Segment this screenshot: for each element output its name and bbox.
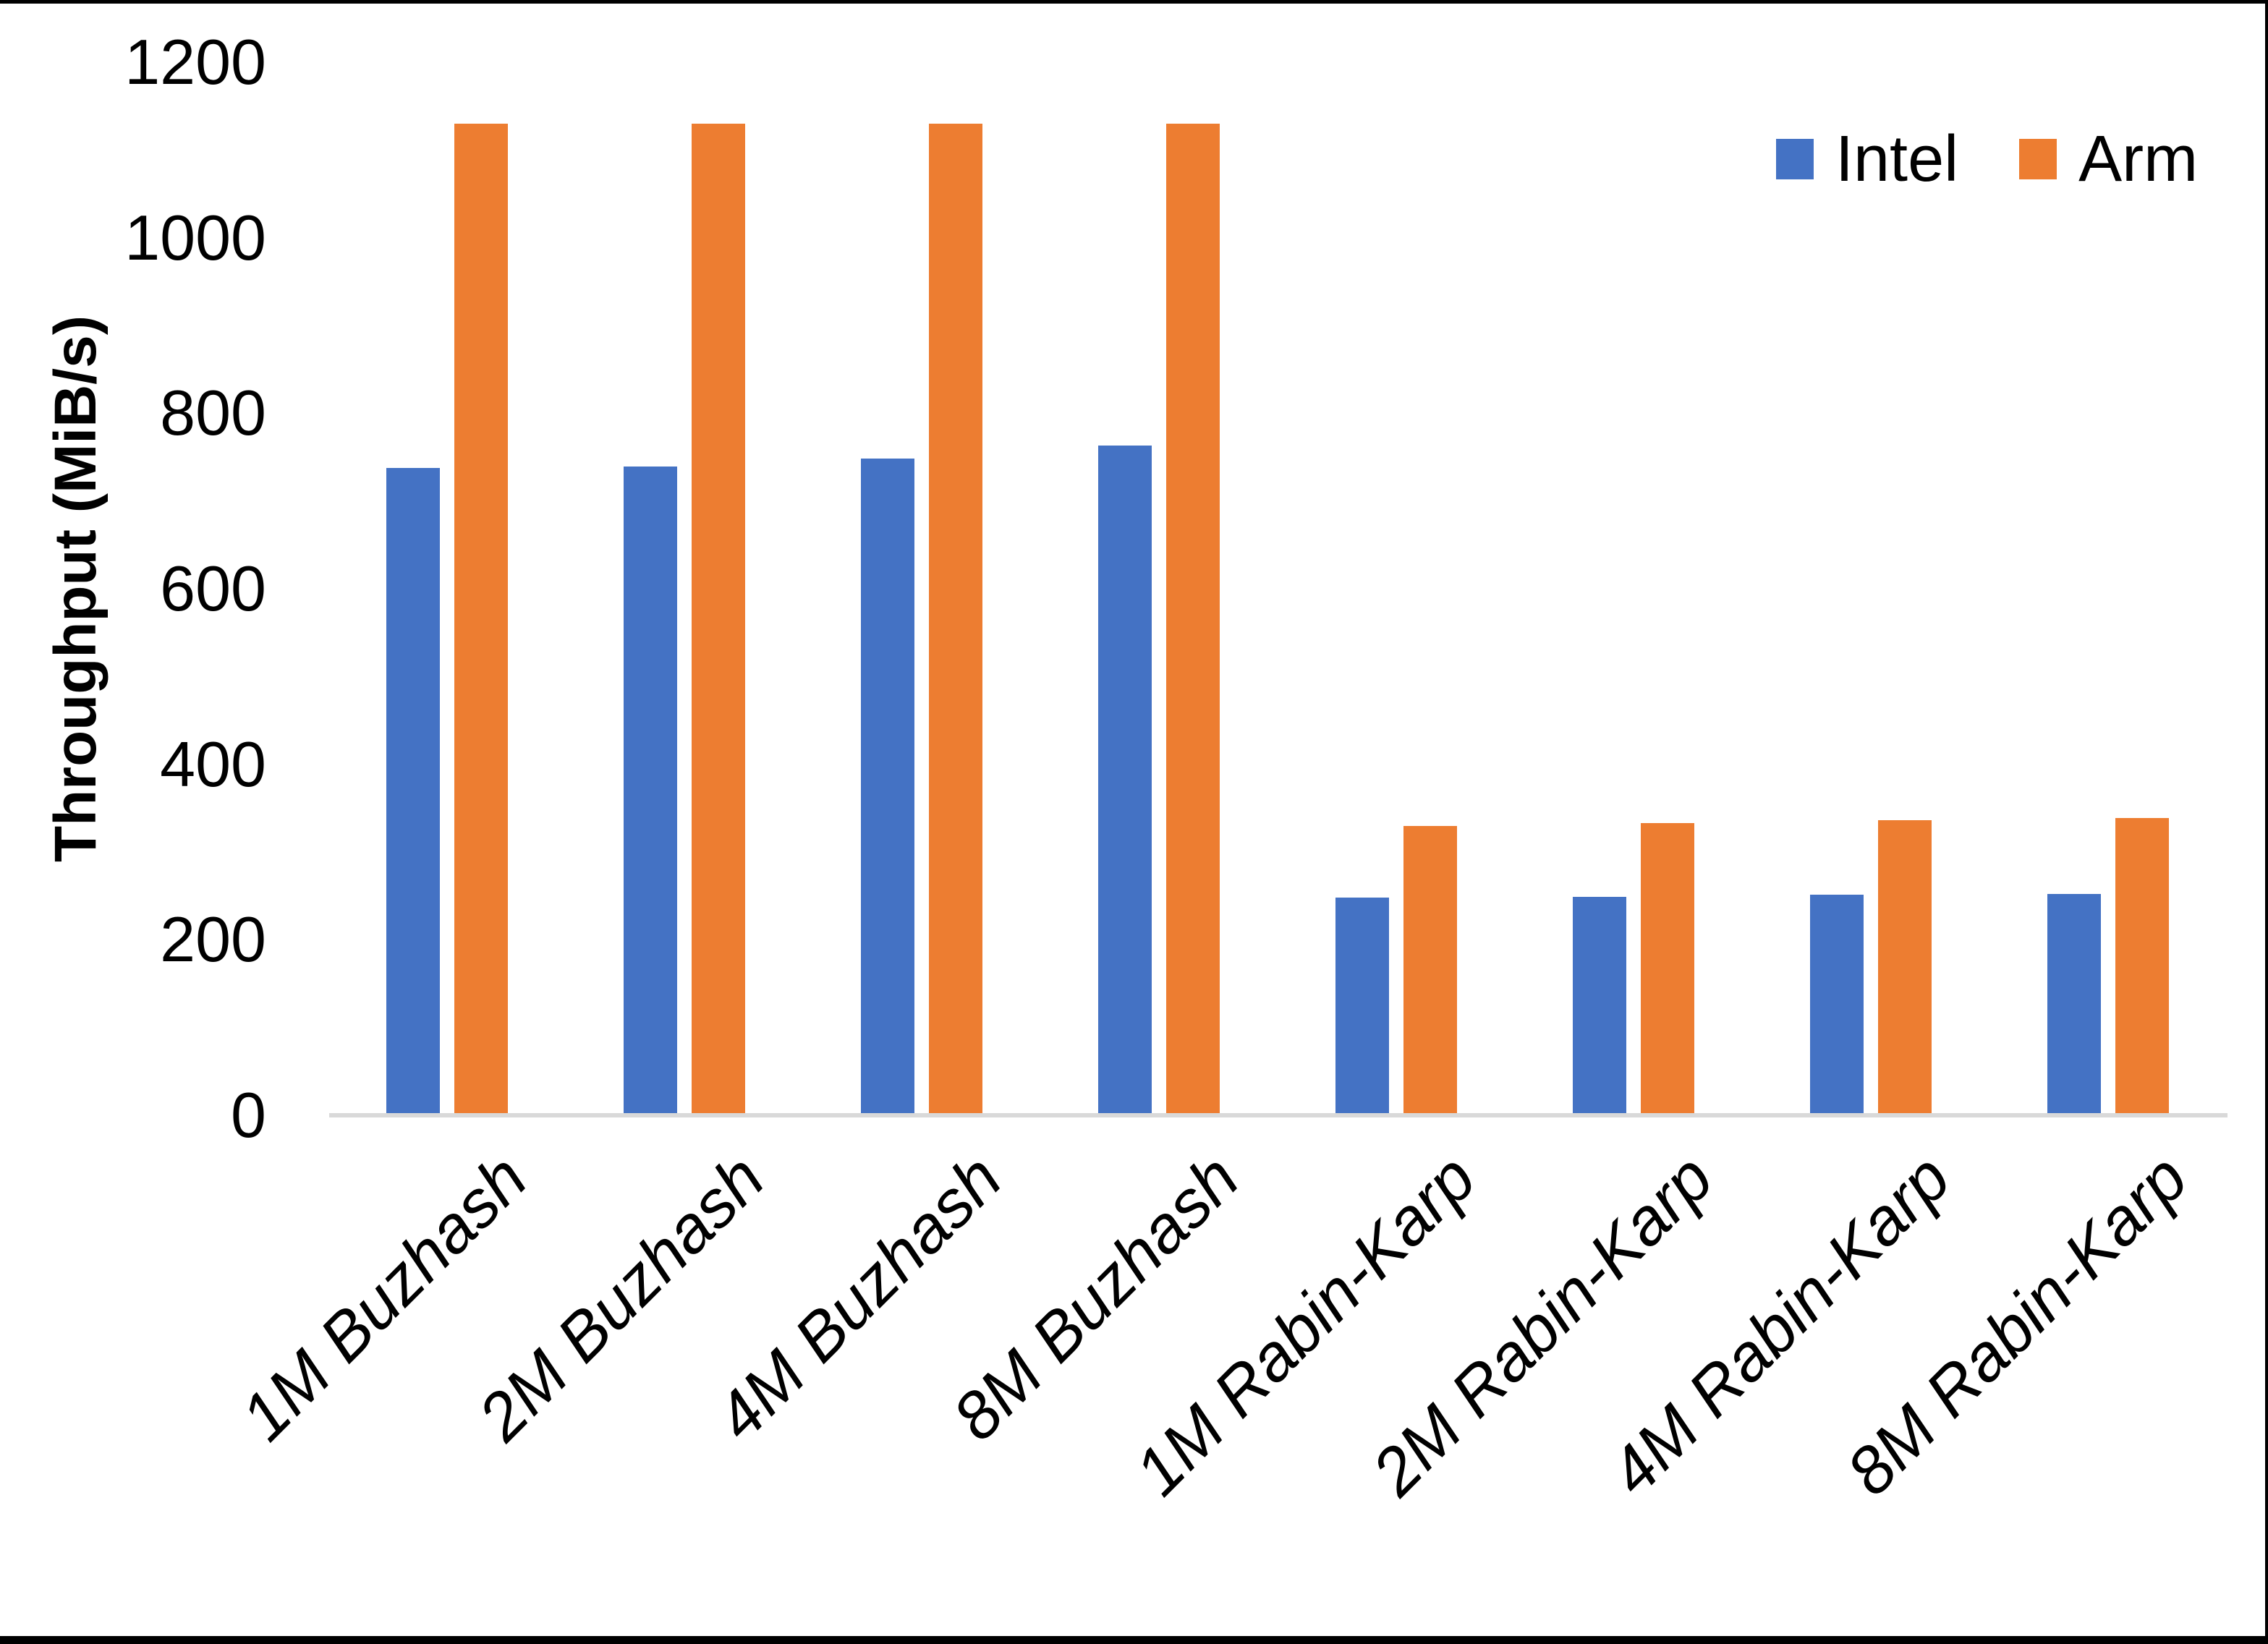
legend-swatch-intel bbox=[1776, 139, 1814, 179]
legend-item-arm: Arm bbox=[2019, 124, 2198, 194]
bar-intel-8m-rabin-karp bbox=[2047, 894, 2101, 1115]
legend-label: Intel bbox=[1835, 123, 1959, 195]
y-tick-label: 1000 bbox=[124, 201, 266, 273]
legend-swatch-arm bbox=[2019, 139, 2057, 179]
bar-arm-8m-buzhash bbox=[1166, 123, 1220, 1115]
bar-arm-4m-buzhash bbox=[929, 123, 982, 1115]
bar-intel-4m-rabin-karp bbox=[1810, 895, 1864, 1115]
legend: Intel Arm bbox=[1776, 124, 2198, 194]
bar-intel-1m-buzhash bbox=[386, 467, 440, 1115]
y-tick-label: 600 bbox=[160, 553, 266, 624]
bar-arm-2m-rabin-karp bbox=[1641, 822, 1694, 1115]
bar-intel-2m-rabin-karp bbox=[1573, 896, 1626, 1115]
screenshot-top-edge bbox=[0, 0, 2268, 4]
bar-intel-2m-buzhash bbox=[624, 467, 677, 1115]
y-tick-label: 1200 bbox=[124, 26, 266, 98]
y-tick-label: 200 bbox=[160, 903, 266, 976]
bar-arm-1m-buzhash bbox=[454, 123, 508, 1115]
plot-area bbox=[329, 62, 2227, 1117]
bar-arm-1m-rabin-karp bbox=[1403, 825, 1457, 1115]
bar-arm-4m-rabin-karp bbox=[1878, 820, 1932, 1115]
bar-arm-8m-rabin-karp bbox=[2115, 817, 2169, 1115]
screenshot-right-edge bbox=[2265, 0, 2268, 1644]
bar-intel-4m-buzhash bbox=[861, 459, 914, 1115]
legend-label: Arm bbox=[2078, 123, 2199, 195]
bar-arm-2m-buzhash bbox=[692, 123, 745, 1115]
y-tick-label: 800 bbox=[160, 377, 266, 449]
legend-item-intel: Intel bbox=[1776, 124, 1958, 194]
y-tick-label: 400 bbox=[160, 728, 266, 800]
x-axis-line bbox=[329, 1113, 2227, 1117]
bar-intel-8m-buzhash bbox=[1098, 446, 1152, 1115]
bar-intel-1m-rabin-karp bbox=[1335, 898, 1389, 1115]
y-tick-label: 0 bbox=[231, 1079, 266, 1151]
screenshot-bottom-edge bbox=[0, 1636, 2268, 1644]
